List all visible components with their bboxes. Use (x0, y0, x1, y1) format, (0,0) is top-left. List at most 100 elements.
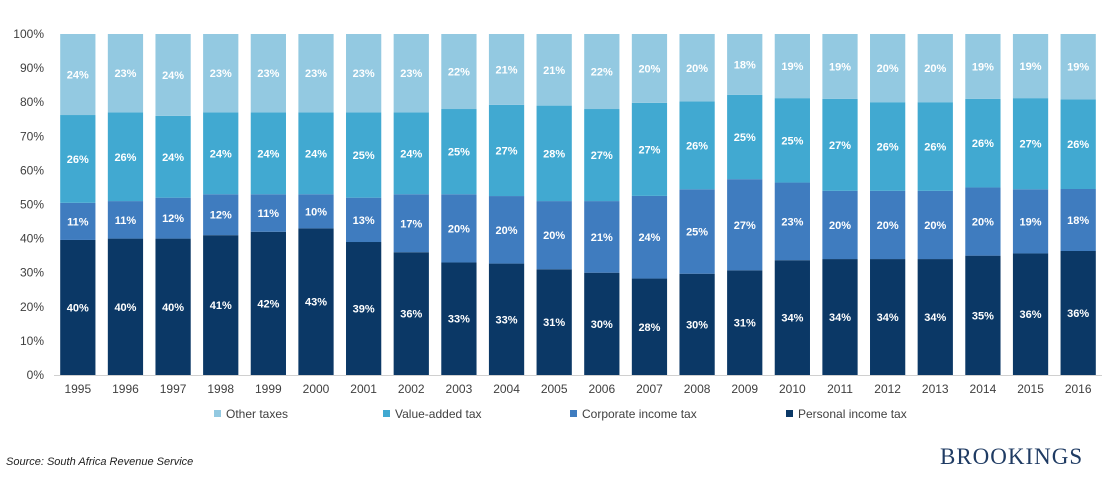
bar-segment (107, 238, 144, 375)
data-label: 43% (305, 297, 327, 309)
bar-segment (870, 34, 906, 103)
data-label: 26% (1067, 139, 1089, 151)
bar-segment (60, 34, 96, 116)
bar-segment (679, 273, 715, 375)
bar-segment (155, 238, 191, 375)
data-label: 26% (972, 138, 994, 150)
stacked-bar-chart: 0% 10% 20% 30% 40% 50% 60% 70% 80% 90% 100% 40% 11%… (13, 27, 1102, 421)
data-label: 23% (257, 68, 279, 80)
bar-segment (965, 187, 1001, 256)
y-tick-label: 100% (13, 27, 44, 41)
data-label: 27% (591, 150, 613, 162)
data-label: 20% (686, 63, 708, 75)
x-tick-label: 2009 (731, 382, 758, 396)
data-label: 34% (877, 312, 899, 324)
data-label: 33% (448, 314, 470, 326)
bar-segment (917, 259, 953, 375)
data-label: 11% (67, 216, 89, 228)
data-label: 26% (686, 140, 708, 152)
bar-segment (1012, 34, 1049, 99)
bar-segment (965, 34, 1001, 99)
data-label: 20% (924, 63, 946, 75)
data-label: 34% (781, 313, 803, 325)
data-label: 26% (114, 152, 136, 164)
data-label: 23% (114, 68, 136, 80)
data-label: 21% (496, 64, 518, 76)
bar-segment (870, 102, 906, 191)
y-tick-label: 50% (20, 198, 44, 212)
bar-segment (298, 194, 334, 229)
data-label: 23% (781, 216, 803, 228)
x-tick-label: 1998 (207, 382, 234, 396)
bar-segment (250, 34, 286, 113)
bar-segment (584, 201, 620, 273)
bar-segment (1012, 253, 1049, 375)
y-tick-label: 90% (20, 61, 44, 75)
data-label: 26% (924, 142, 946, 154)
bar-segment (203, 34, 239, 113)
bar-segment (441, 34, 477, 110)
data-label: 19% (1067, 62, 1089, 74)
bar-segment (965, 98, 1001, 188)
data-label: 17% (400, 218, 422, 230)
data-label: 26% (67, 154, 89, 166)
data-label: 20% (638, 63, 660, 75)
data-label: 30% (591, 319, 613, 331)
data-label: 40% (67, 302, 89, 314)
bar-segment (870, 259, 906, 375)
data-label: 27% (1020, 139, 1042, 151)
data-label: 36% (400, 309, 422, 321)
legend-swatch (570, 410, 577, 417)
data-label: 25% (353, 150, 375, 162)
legend-label: Corporate income tax (582, 407, 697, 421)
data-label: 24% (162, 70, 184, 82)
bar-segment (536, 201, 572, 270)
x-tick-label: 1996 (112, 382, 139, 396)
data-label: 25% (781, 135, 803, 147)
data-label: 27% (496, 145, 518, 157)
x-tick-label: 1995 (64, 382, 91, 396)
data-label: 39% (353, 304, 375, 316)
x-axis: 1995 1996 1997 1998 1999 2000 2001 2002 2003 2004… (54, 375, 1102, 396)
data-label: 10% (305, 206, 327, 218)
legend-label: Value-added tax (395, 407, 482, 421)
data-label: 19% (829, 61, 851, 73)
bar-segment (584, 34, 620, 110)
data-label: 30% (686, 319, 708, 331)
y-axis: 0% 10% 20% 30% 40% 50% 60% 70% 80% 90% 100% (13, 27, 44, 382)
data-label: 23% (210, 68, 232, 80)
data-label: 36% (1020, 309, 1042, 321)
bar-segment (346, 197, 382, 243)
bar-segment (870, 190, 906, 260)
bar-segment (917, 102, 953, 191)
bar-segment (203, 112, 239, 195)
bar-segment (488, 263, 525, 375)
bar-segment (393, 34, 429, 113)
bar-segment (822, 259, 858, 375)
bar-segment (774, 182, 810, 261)
bar-segment (346, 112, 382, 198)
data-label: 20% (829, 220, 851, 232)
data-label: 22% (591, 67, 613, 79)
data-label: 19% (1020, 216, 1042, 228)
x-tick-label: 2015 (1017, 382, 1044, 396)
data-label: 41% (210, 300, 232, 312)
bar-segment (822, 34, 858, 99)
x-tick-label: 1999 (255, 382, 282, 396)
data-label: 20% (924, 220, 946, 232)
data-label: 20% (877, 220, 899, 232)
x-tick-label: 2004 (493, 382, 520, 396)
source-note: Source: South Africa Revenue Service (6, 456, 194, 468)
x-tick-label: 2005 (541, 382, 568, 396)
data-label: 21% (543, 65, 565, 77)
data-label: 26% (877, 142, 899, 154)
data-label: 22% (448, 67, 470, 79)
bar-segment (155, 197, 191, 239)
x-tick-label: 2010 (779, 382, 806, 396)
x-tick-label: 2002 (398, 382, 425, 396)
bar-segment (917, 34, 953, 103)
data-label: 24% (67, 70, 89, 82)
legend-label: Other taxes (226, 407, 288, 421)
data-label: 40% (114, 302, 136, 314)
bar-segment (60, 202, 96, 240)
